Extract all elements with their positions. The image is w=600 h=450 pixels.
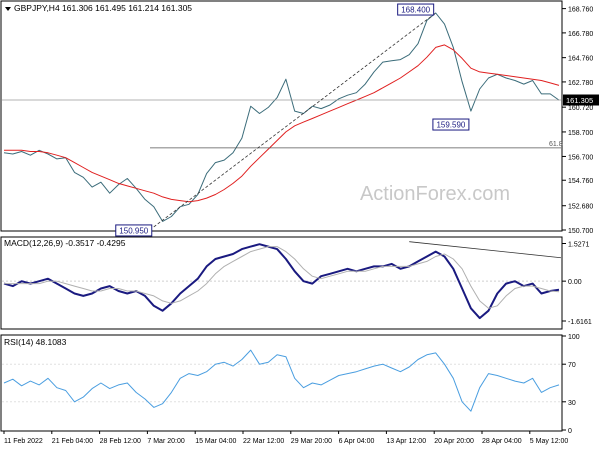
price-annotation-box [432,118,470,131]
current-price-badge [563,94,599,106]
x-tick-label: 21 Feb 04:00 [52,438,93,445]
dropdown-triangle-icon [5,7,11,11]
y-tick-label: -1.6161 [568,319,592,326]
watermark: ActionForex.com [360,183,510,205]
y-axis-layer: 168.760 166.780 164.760 162.780 160.720 158.7… [562,7,599,435]
rsi-title: RSI(14) 48.1083 [4,337,67,347]
macd-panel-frame [0,236,563,330]
rsi-series-rsi-line [3,349,560,412]
rsi-panel-frame [0,334,563,432]
y-tick-label: 158.700 [568,130,593,137]
price-annotation-label: 159.590 [436,121,465,130]
x-tick-label: 7 Mar 20:00 [147,438,184,445]
price-title: GBPJPY,H4 161.306 161.495 161.214 161.30… [14,3,192,13]
y-tick-label: 160.720 [568,105,593,112]
x-tick-label: 20 Apr 20:00 [434,438,474,445]
y-tick-label: 154.760 [568,178,593,185]
x-tick-label: 5 May 12:00 [530,438,569,445]
price-annotation-box [115,224,153,237]
y-tick-label: 0.00 [568,279,582,286]
y-tick-label: 162.780 [568,80,593,87]
panel-frames [0,0,563,432]
price-annotation-label: 168.400 [401,6,430,15]
y-tick-label: 156.700 [568,154,593,161]
price-series-price-line [3,12,560,222]
panel-titles: GBPJPY,H4 161.306 161.495 161.214 161.30… [4,3,192,347]
x-tick-label: 15 Mar 04:00 [195,438,236,445]
price-panel-frame [0,0,563,232]
price-title-group: GBPJPY,H4 161.306 161.495 161.214 161.30… [5,3,192,13]
y-tick-label: 150.700 [568,228,593,235]
y-tick-label: 0 [568,428,572,435]
x-tick-label: 22 Mar 12:00 [243,438,284,445]
macd-series-signal-line [4,246,560,309]
x-tick-label: 13 Apr 12:00 [386,438,426,445]
y-tick-label: 152.680 [568,204,593,211]
current-price-label: 161.305 [566,96,593,105]
x-tick-label: 28 Feb 12:00 [100,438,141,445]
price-series-ma-line [4,44,560,203]
y-tick-label: 164.760 [568,56,593,63]
y-tick-label: 1.5271 [568,241,590,248]
price-annotation-box [397,3,435,16]
y-tick-label: 168.760 [568,7,593,14]
x-tick-label: 11 Feb 2022 [4,438,43,445]
x-tick-label: 29 Mar 20:00 [291,438,332,445]
y-tick-label: 166.780 [568,31,593,38]
y-tick-label: 100 [568,334,580,341]
y-tick-label: 70 [568,362,576,369]
macd-title: MACD(12,26,9) -0.3517 -0.4295 [4,238,126,248]
macd-layer [2,241,562,320]
macd-divergence-line [409,241,562,259]
trendline-dashed [153,12,436,228]
y-tick-label: 30 [568,400,576,407]
x-tick-label: 6 Apr 04:00 [339,438,375,445]
x-tick-label: 28 Apr 04:00 [482,438,522,445]
rsi-layer [2,349,561,412]
x-axis-layer: 11 Feb 2022 21 Feb 04:00 28 Feb 12:00 7 Mar… [3,431,569,445]
price-layer: 61.8 168.400 159.590 150.950 [2,3,563,237]
price-annotation-label: 150.950 [119,226,148,235]
fib-level-label: 61.8 [549,141,563,148]
